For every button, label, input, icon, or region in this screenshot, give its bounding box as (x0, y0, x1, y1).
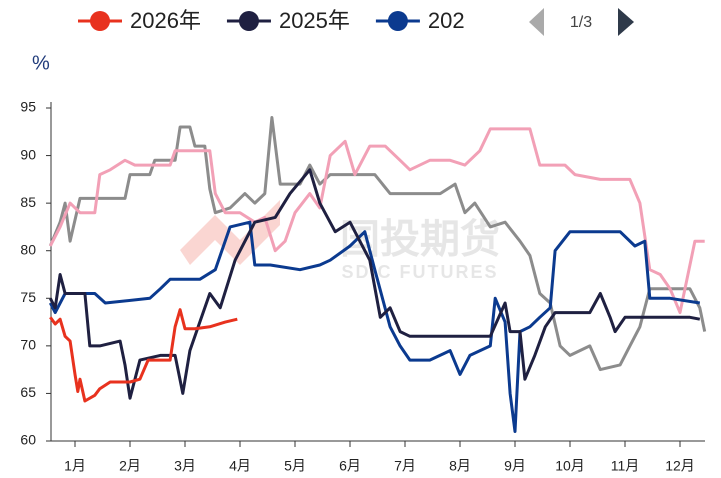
legend-label: 2025年 (279, 8, 350, 33)
legend-item[interactable]: 2025年 (226, 8, 350, 33)
y-tick-label: 80 (20, 241, 36, 257)
series-line (49, 308, 238, 403)
x-tick-label: 9月 (504, 458, 526, 474)
x-tick-label: 4月 (229, 458, 251, 474)
legend-prev[interactable] (529, 8, 544, 36)
legend-page: 1/3 (570, 14, 592, 31)
y-tick-label: 60 (20, 432, 36, 448)
series-line (48, 127, 705, 315)
legend-next[interactable] (618, 8, 634, 36)
x-tick-label: 8月 (449, 458, 471, 474)
x-tick-label: 5月 (284, 458, 306, 474)
y-tick-label: 65 (20, 384, 36, 400)
y-tick-label: 95 (20, 99, 36, 115)
legend-item[interactable]: 2026年 (78, 8, 201, 33)
legend-marker (238, 11, 259, 31)
y-tick-label: 85 (20, 194, 36, 210)
x-tick-label: 7月 (394, 458, 416, 474)
series-line (48, 168, 701, 400)
series-line (48, 116, 707, 372)
x-tick-label: 2月 (119, 458, 141, 474)
y-axis-label: % (32, 52, 50, 74)
x-tick-label: 12月 (665, 458, 695, 474)
x-tick-label: 10月 (555, 458, 585, 474)
x-tick-label: 3月 (174, 458, 196, 474)
y-tick-label: 90 (20, 146, 36, 162)
watermark-en: SDIC FUTURES (341, 262, 498, 282)
y-tick-label: 70 (20, 337, 36, 353)
legend-marker (90, 11, 110, 31)
legend-marker (387, 11, 408, 31)
x-tick-label: 6月 (339, 458, 361, 474)
x-tick-label: 11月 (611, 458, 640, 474)
x-tick-label: 1月 (64, 458, 86, 474)
y-tick-label: 75 (20, 289, 36, 305)
watermark-cn: 国投期货 (340, 218, 500, 262)
legend-item[interactable]: 202 (375, 8, 465, 33)
series-line (48, 220, 701, 433)
legend-label: 202 (428, 8, 465, 33)
watermark-logo (180, 200, 280, 265)
legend-label: 2026年 (130, 8, 201, 33)
